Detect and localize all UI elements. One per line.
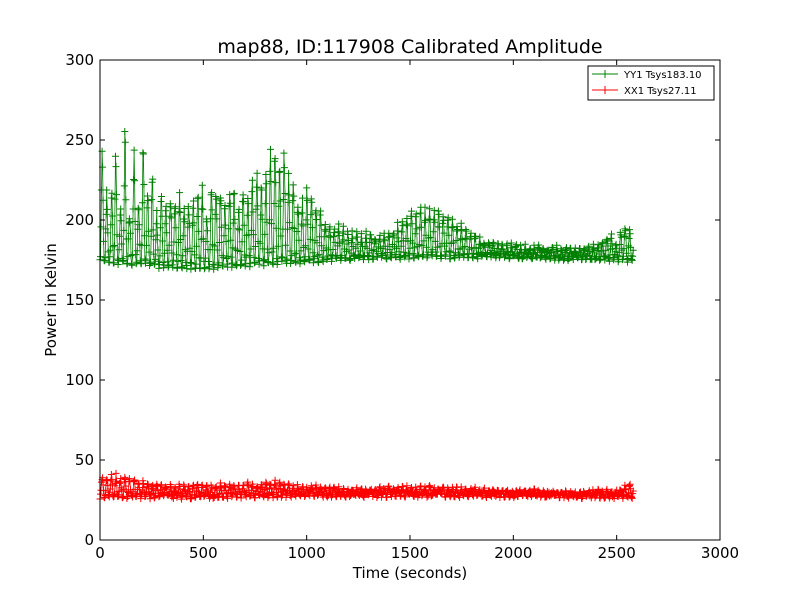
y-tick-label: 300 bbox=[65, 51, 94, 69]
y-axis-label: Power in Kelvin bbox=[42, 243, 60, 357]
legend-marker bbox=[601, 70, 609, 78]
plot-area-frame bbox=[99, 59, 721, 541]
y-tick-label: 200 bbox=[65, 211, 94, 229]
y-tick-label: 250 bbox=[65, 131, 94, 149]
x-tick-label: 2000 bbox=[494, 544, 532, 562]
x-tick-label: 500 bbox=[189, 544, 218, 562]
x-tick-label: 1500 bbox=[391, 544, 429, 562]
legend-box bbox=[587, 65, 715, 101]
legend-entry-yy1: YY1 Tsys183.10 bbox=[592, 70, 702, 81]
y-tick-label: 100 bbox=[65, 371, 94, 389]
chart-title: map88, ID:117908 Calibrated Amplitude bbox=[217, 36, 602, 58]
x-tick-label: 3000 bbox=[701, 544, 739, 562]
y-tick-label: 50 bbox=[75, 451, 94, 469]
axis-ticks: 0 500 1000 1500 2000 2500 3000 0 50 100 150 200 250 3… bbox=[65, 51, 739, 562]
x-tick-label: 0 bbox=[95, 544, 105, 562]
legend-label-yy1: YY1 Tsys183.10 bbox=[623, 70, 702, 81]
legend-label-xx1: XX1 Tsys27.11 bbox=[624, 86, 697, 97]
series-1 bbox=[96, 469, 637, 503]
y-tick-label: 0 bbox=[84, 531, 94, 549]
x-tick-label: 1000 bbox=[288, 544, 326, 562]
x-tick-label: 2500 bbox=[598, 544, 636, 562]
y-tick-label: 150 bbox=[65, 291, 94, 309]
x-axis-label: Time (seconds) bbox=[352, 564, 468, 582]
legend-marker bbox=[601, 86, 609, 94]
legend: YY1 Tsys183.10 XX1 Tsys27.11 bbox=[587, 65, 715, 101]
plot-data-layer bbox=[96, 128, 637, 503]
legend-entry-xx1: XX1 Tsys27.11 bbox=[592, 86, 697, 97]
